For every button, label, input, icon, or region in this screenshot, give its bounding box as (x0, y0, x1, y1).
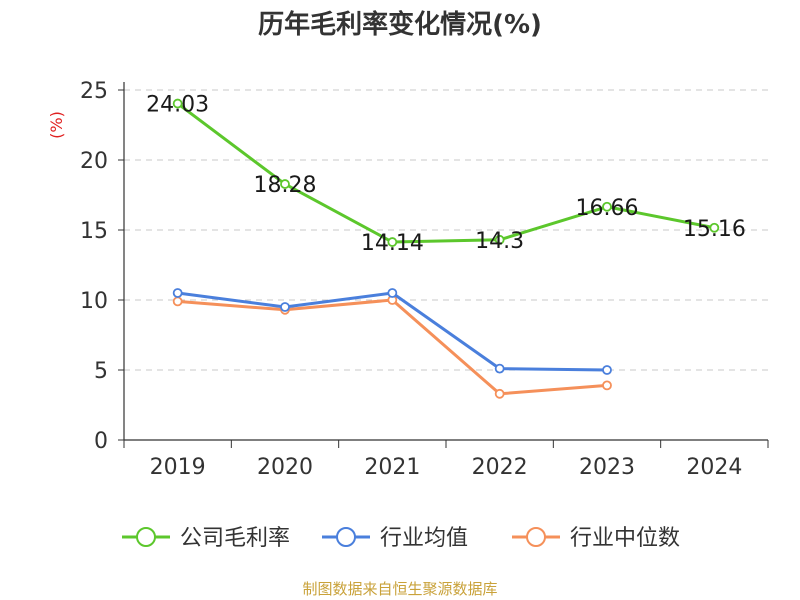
x-tick-label: 2020 (257, 455, 313, 480)
data-label: 14.14 (361, 231, 424, 256)
data-point (602, 201, 612, 212)
data-point (387, 288, 398, 298)
x-tick-label: 2023 (579, 455, 635, 480)
legend: 公司毛利率 行业均值 行业中位数 (122, 526, 680, 551)
y-tick-label: 10 (80, 289, 108, 314)
axes (118, 82, 769, 448)
legend-swatch-marker (526, 527, 546, 547)
y-tick-label: 25 (80, 79, 108, 104)
y-tick-label: 15 (80, 219, 108, 244)
y-tick-label: 0 (94, 429, 108, 454)
data-point (709, 222, 720, 233)
y-tick-labels: 0 5 10 15 20 25 (80, 79, 108, 454)
data-point (494, 234, 505, 245)
x-tick-labels: 2019 2020 2021 2022 2023 2024 (150, 455, 743, 480)
data-point (280, 179, 290, 189)
data-point (172, 288, 183, 298)
data-label: 24.03 (146, 93, 209, 118)
data-label: 18.28 (254, 173, 317, 198)
data-point (172, 296, 183, 307)
data-point (602, 365, 612, 375)
legend-label: 行业中位数 (570, 526, 680, 551)
data-label: 15.16 (683, 217, 746, 242)
gridlines (124, 89, 768, 371)
legend-label: 行业均值 (380, 526, 468, 551)
x-tick-label: 2019 (150, 455, 206, 480)
data-point (494, 388, 505, 399)
legend-swatch-marker (336, 527, 356, 547)
x-tick-label: 2024 (686, 455, 742, 480)
chart-title: 历年毛利率变化情况(%) (258, 9, 542, 40)
y-tick-label: 5 (94, 359, 108, 384)
data-point (494, 363, 505, 374)
data-labels: 24.03 18.28 14.14 14.3 16.66 15.16 (146, 93, 746, 256)
source-note: 制图数据来自恒生聚源数据库 (302, 580, 497, 598)
series-line (176, 298, 609, 396)
data-point (280, 302, 290, 312)
series-lines (172, 98, 720, 399)
x-tick-label: 2021 (364, 455, 420, 480)
y-tick-label: 20 (80, 149, 108, 174)
y-axis-label: (%) (47, 111, 66, 139)
legend-swatch-marker (136, 527, 156, 547)
legend-label: 公司毛利率 (180, 526, 290, 551)
series-line (176, 102, 716, 244)
data-point (602, 380, 612, 391)
x-tick-label: 2022 (472, 455, 528, 480)
data-point (172, 98, 183, 109)
data-label: 16.66 (576, 196, 639, 221)
data-label: 14.3 (475, 229, 524, 254)
data-point (387, 237, 398, 247)
